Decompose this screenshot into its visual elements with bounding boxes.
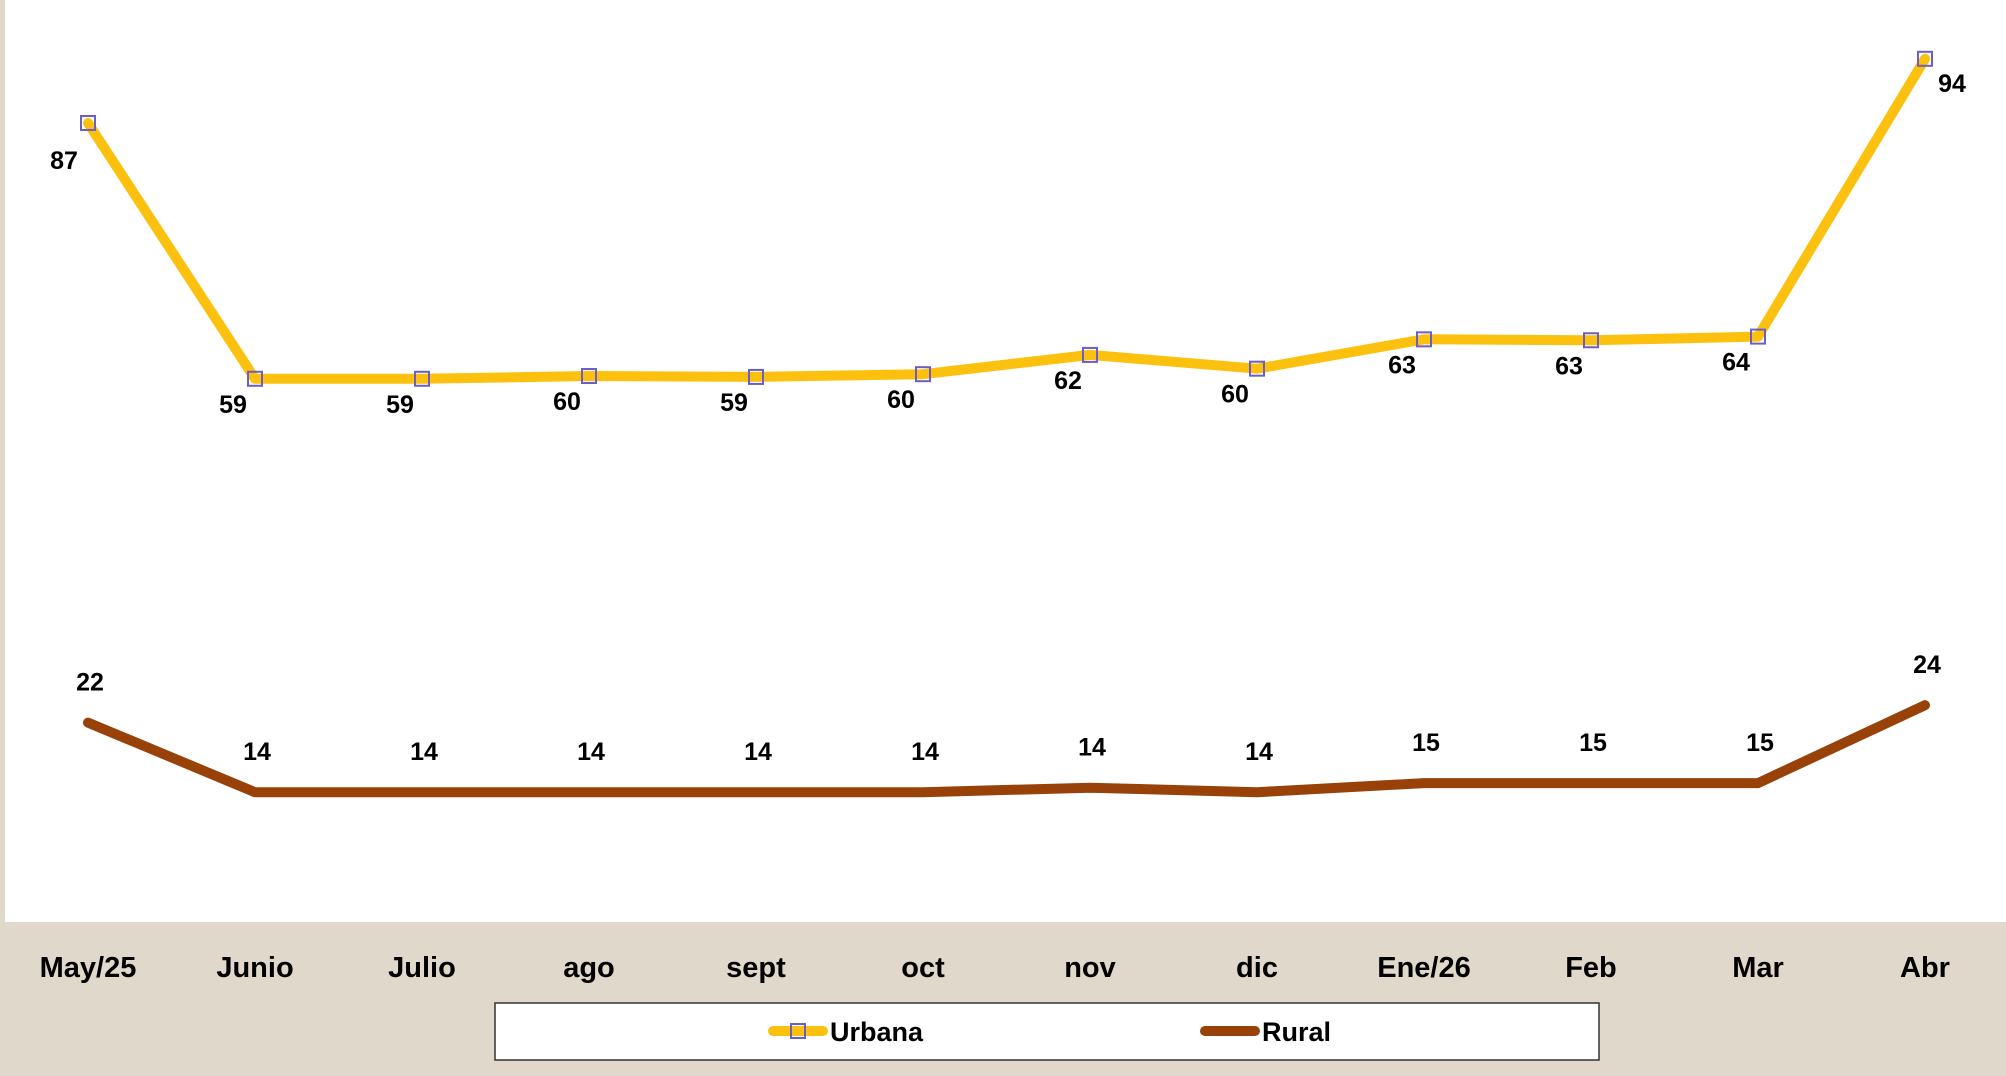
series-line-urbana	[83, 53, 1930, 384]
legend-box	[494, 1002, 1600, 1061]
data-label-urbana-1: 59	[219, 391, 247, 419]
marker-urbana-5	[915, 366, 931, 383]
x-tick-label-8: Ene/26	[1377, 952, 1471, 984]
x-tick-label-3: ago	[563, 952, 615, 984]
data-label-urbana-4: 59	[720, 389, 748, 417]
marker-urbana-4	[748, 368, 764, 385]
marker-urbana-7	[1249, 360, 1265, 377]
x-tick-label-11: Abr	[1900, 952, 1950, 984]
data-label-rural-8: 15	[1412, 729, 1440, 757]
x-tick-label-4: sept	[726, 952, 786, 984]
data-label-rural-0: 22	[76, 669, 104, 697]
x-tick-label-7: dic	[1236, 952, 1278, 984]
data-label-urbana-2: 59	[386, 391, 414, 419]
data-label-rural-6: 14	[1078, 734, 1106, 762]
x-tick-label-6: nov	[1064, 952, 1116, 984]
series-line-rural	[83, 700, 1930, 798]
x-tick-label-1: Junio	[216, 952, 293, 984]
data-label-urbana-6: 62	[1054, 367, 1082, 395]
data-label-rural-5: 14	[911, 738, 939, 766]
marker-urbana-1	[247, 370, 263, 387]
data-label-urbana-9: 63	[1555, 352, 1583, 380]
plot-area	[5, 0, 2006, 922]
data-label-urbana-11: 94	[1938, 70, 1966, 98]
marker-urbana-3	[581, 368, 597, 385]
marker-urbana-9	[1583, 332, 1599, 349]
x-tick-label-9: Feb	[1565, 952, 1617, 984]
data-label-rural-7: 14	[1245, 738, 1273, 766]
legend-label-urbana: Urbana	[830, 1017, 924, 1047]
marker-urbana-11	[1917, 50, 1933, 67]
marker-urbana-8	[1416, 331, 1432, 348]
marker-urbana-2	[414, 370, 430, 387]
data-label-rural-4: 14	[744, 738, 772, 766]
data-label-urbana-0: 87	[50, 147, 78, 175]
data-label-rural-10: 15	[1746, 729, 1774, 757]
marker-urbana-6	[1082, 346, 1098, 363]
data-label-urbana-5: 60	[887, 386, 915, 414]
data-label-rural-9: 15	[1579, 729, 1607, 757]
data-label-urbana-10: 64	[1722, 349, 1750, 377]
marker-urbana-0	[80, 114, 96, 131]
data-label-urbana-3: 60	[553, 388, 581, 416]
data-label-rural-2: 14	[410, 738, 438, 766]
x-tick-label-2: Julio	[388, 952, 456, 984]
data-label-urbana-7: 60	[1221, 381, 1249, 409]
data-label-rural-11: 24	[1913, 651, 1941, 679]
marker-urbana-10	[1750, 328, 1766, 345]
x-tick-label-0: May/25	[40, 952, 137, 984]
data-label-rural-1: 14	[243, 738, 271, 766]
legend-label-rural: Rural	[1262, 1017, 1331, 1047]
x-tick-label-5: oct	[901, 952, 945, 984]
data-label-rural-3: 14	[577, 738, 605, 766]
data-label-urbana-8: 63	[1388, 351, 1416, 379]
legend-marker-urbana	[790, 1023, 806, 1039]
x-tick-label-10: Mar	[1732, 952, 1784, 984]
